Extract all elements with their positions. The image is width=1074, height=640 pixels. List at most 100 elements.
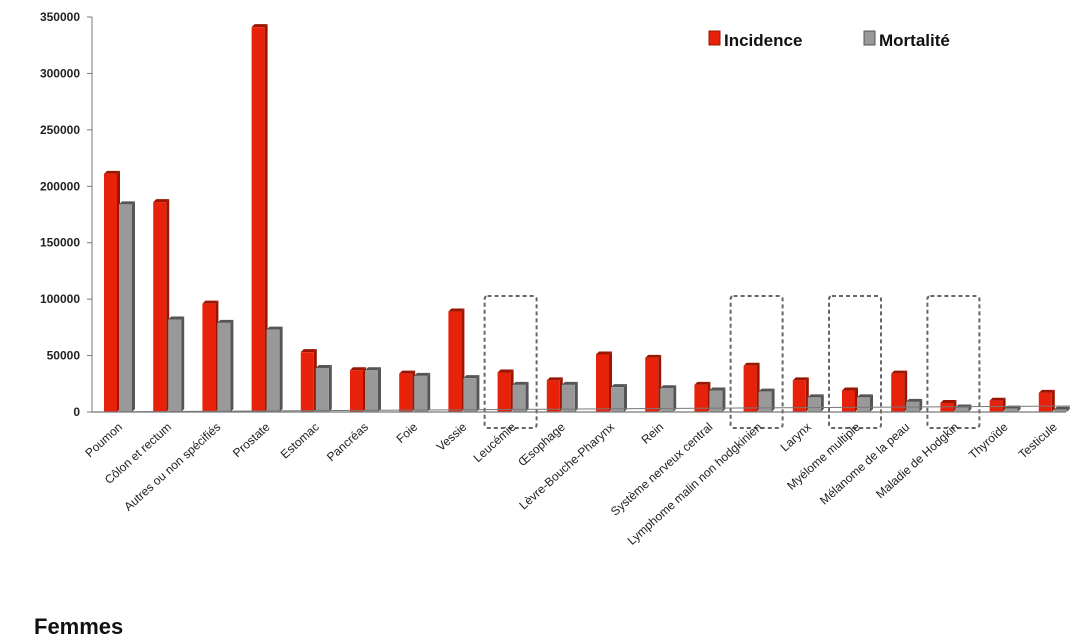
y-tick-label: 150000 [40, 236, 80, 250]
bar-incidence-front [399, 373, 413, 412]
bar-mortality-front [660, 388, 674, 412]
bar-mortality [758, 388, 775, 412]
bar-incidence-top [300, 349, 317, 353]
bar-mortality-side [279, 326, 283, 412]
bar-mortality-side [378, 367, 381, 412]
y-tick-label: 50000 [47, 349, 81, 363]
bar-mortality-front [561, 384, 575, 412]
bar-mortality [906, 398, 923, 412]
bar-mortality-front [857, 397, 870, 412]
bar-incidence-front [153, 202, 167, 412]
bar-incidence-top [399, 370, 416, 374]
bar-incidence [596, 351, 612, 412]
bar-mortality-side [919, 398, 923, 412]
bar-incidence-front [350, 370, 363, 412]
y-axis: 0 50000 100000 150000 200000 250000 300000 3500… [40, 10, 93, 419]
bar-mortality-front [758, 391, 772, 412]
bar-mortality-top [857, 394, 873, 398]
x-tick-label: Thyroïde [966, 420, 1011, 462]
highlight-boxes [483, 295, 981, 429]
bar-mortality-side [722, 387, 726, 412]
bar-incidence [399, 370, 416, 412]
bar-mortality-top [512, 381, 529, 385]
bar-mortality-top [561, 381, 578, 385]
x-tick-label: Lèvre-Bouche-Pharynx [516, 420, 617, 513]
x-tick-label: Leucémie [471, 420, 519, 465]
bar-incidence [645, 354, 662, 412]
y-tick-label: 250000 [40, 123, 80, 137]
bar-incidence-front [497, 372, 511, 412]
y-tick-label: 0 [73, 405, 80, 419]
bar-mortality [168, 316, 185, 412]
bar-incidence-front [792, 380, 806, 412]
highlight-box [926, 295, 981, 429]
bar-mortality-front [1053, 409, 1067, 412]
bar-mortality [857, 394, 873, 412]
bars [104, 24, 1070, 413]
legend-swatch-mortality [863, 30, 876, 46]
bar-mortality-top [365, 367, 381, 371]
x-tick-label: Estomac [278, 420, 322, 462]
x-tick-label: Autres ou non spécifiés [121, 420, 223, 514]
bar-incidence-top [891, 370, 908, 374]
bar-mortality-top [266, 326, 283, 330]
x-tick-label: Prostate [230, 420, 273, 461]
bar-incidence-front [448, 311, 462, 412]
y-tick-label: 100000 [40, 292, 80, 306]
bar-incidence-front [596, 354, 609, 412]
bar-incidence-front [251, 27, 265, 413]
bar-incidence-top [940, 399, 957, 403]
legend-label-incidence: Incidence [724, 31, 802, 50]
bar-mortality-top [1053, 406, 1070, 410]
bar-incidence [989, 397, 1006, 412]
bar-incidence-front [1038, 392, 1052, 412]
bar-mortality-side [673, 385, 677, 412]
bar-mortality-side [427, 372, 431, 412]
bar-mortality [315, 364, 332, 412]
bar-mortality-top [119, 201, 135, 205]
bar-incidence [694, 381, 711, 412]
bar-mortality-side [132, 201, 135, 412]
bar-incidence-top [792, 377, 809, 381]
highlight-box [483, 295, 538, 429]
legend-swatch-incidence [708, 30, 721, 46]
x-tick-label: Vessie [434, 420, 470, 454]
bar-mortality-top [611, 384, 627, 388]
bar-mortality-front [266, 329, 280, 412]
bar-mortality-top [660, 385, 677, 389]
bar-incidence-side [1051, 389, 1055, 412]
bar-incidence [251, 24, 268, 413]
bar-incidence-top [153, 199, 170, 203]
bar-mortality [955, 404, 972, 412]
bar-mortality-top [217, 319, 234, 323]
x-tick-label: Pancréas [324, 420, 371, 464]
bar-mortality-side [870, 394, 873, 412]
bar-incidence-top [743, 362, 760, 366]
legend-label-mortality: Mortalité [879, 31, 950, 50]
bar-incidence-side [264, 24, 268, 413]
bar-mortality [217, 319, 234, 412]
bar-incidence-top [497, 369, 514, 373]
bar-mortality-top [414, 372, 431, 376]
bar-mortality-front [463, 378, 477, 412]
bar-mortality-side [476, 375, 480, 412]
bar-mortality-side [624, 384, 627, 412]
bar-incidence-front [546, 380, 560, 412]
bar-incidence-top [694, 381, 711, 385]
bar-incidence [546, 377, 563, 412]
y-tick-label: 350000 [40, 10, 80, 24]
bar-incidence-front [645, 357, 659, 412]
bar-mortality-front [217, 322, 231, 412]
bar-mortality [561, 381, 578, 412]
bar-incidence-top [546, 377, 563, 381]
bar-mortality [611, 384, 627, 412]
bar-mortality-front [709, 390, 723, 412]
bar-incidence-front [940, 402, 954, 412]
bar-incidence [300, 349, 317, 412]
bar-incidence-top [842, 387, 858, 391]
bar-mortality-front [365, 370, 378, 412]
x-axis-back-line [91, 405, 1071, 413]
bar-incidence-top [448, 308, 465, 312]
bar-mortality-side [328, 364, 332, 412]
